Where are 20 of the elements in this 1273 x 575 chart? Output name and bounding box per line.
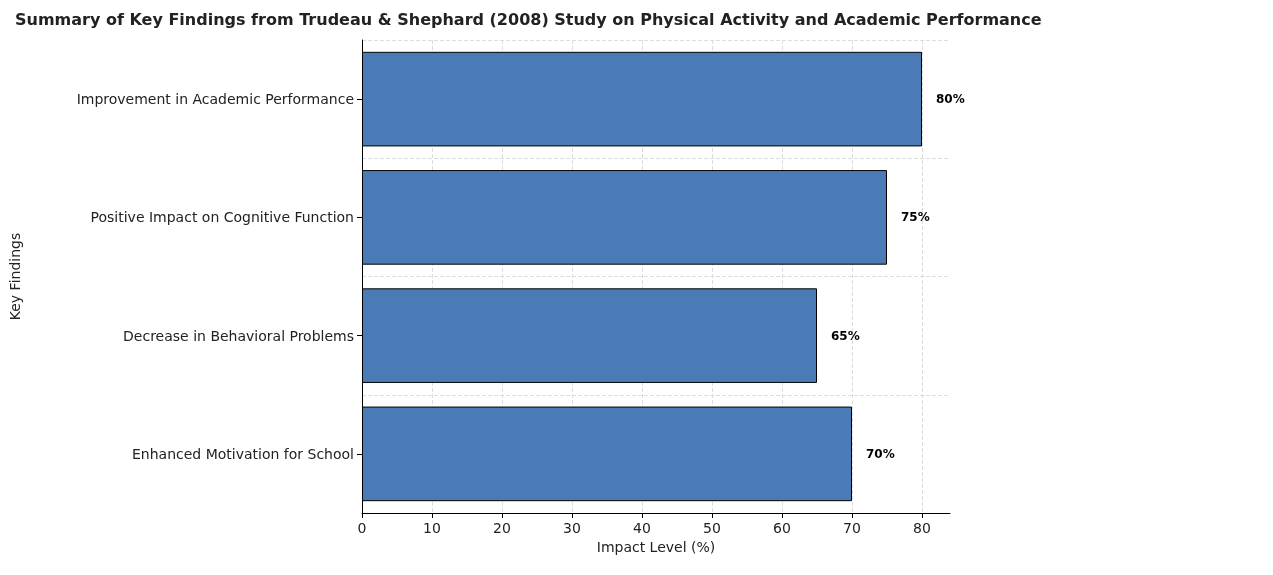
data-label: 75% — [901, 210, 930, 225]
x-axis-title: Impact Level (%) — [596, 538, 716, 555]
data-label: 70% — [866, 446, 895, 461]
x-tick-label: 20 — [493, 520, 511, 536]
x-tick-label: 80 — [913, 520, 931, 536]
x-tick-label: 50 — [703, 520, 721, 536]
x-tick-label: 30 — [563, 520, 581, 536]
y-tick-label: Decrease in Behavioral Problems — [123, 327, 354, 344]
x-tick-label: 10 — [423, 520, 441, 536]
y-axis-title: Key Findings — [7, 232, 23, 321]
y-tick-label: Improvement in Academic Performance — [76, 91, 354, 108]
data-label: 80% — [936, 92, 965, 107]
y-tick-label: Positive Impact on Cognitive Function — [90, 209, 354, 226]
x-tick-label: 60 — [773, 520, 791, 536]
chart-title: Summary of Key Findings from Trudeau & Shephard (2008) Study on Physical Activity and Academic Performance — [15, 9, 1042, 29]
x-tick-label: 70 — [843, 520, 861, 536]
data-label: 65% — [831, 328, 860, 343]
x-tick-label: 40 — [633, 520, 651, 536]
x-tick-label: 0 — [357, 520, 367, 536]
y-tick-label: Enhanced Motivation for School — [131, 445, 354, 462]
